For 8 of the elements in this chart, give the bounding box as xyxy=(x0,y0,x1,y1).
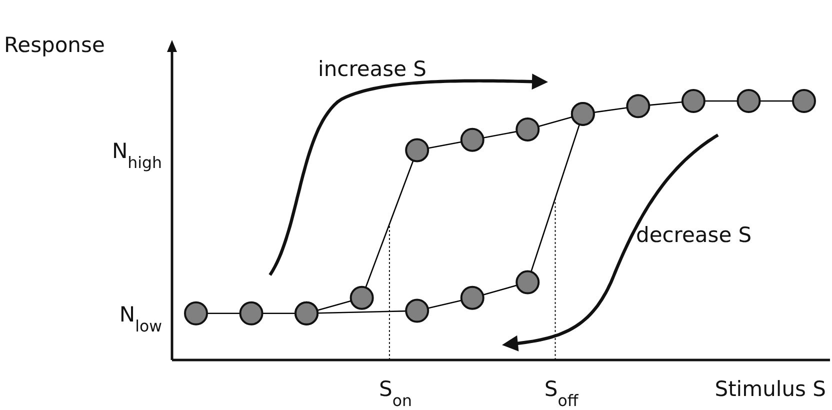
text: S$_{off}$ xyxy=(544,377,580,410)
x-axis-title: Stimulus S xyxy=(714,377,826,401)
text: N$_{high}$ xyxy=(112,139,162,172)
text: N$_{low}$ xyxy=(119,302,162,335)
text: increase S xyxy=(318,57,427,81)
y-axis-title: Response xyxy=(4,33,105,57)
text: S$_{on}$ xyxy=(378,377,412,410)
annotation: decrease S xyxy=(636,223,752,247)
